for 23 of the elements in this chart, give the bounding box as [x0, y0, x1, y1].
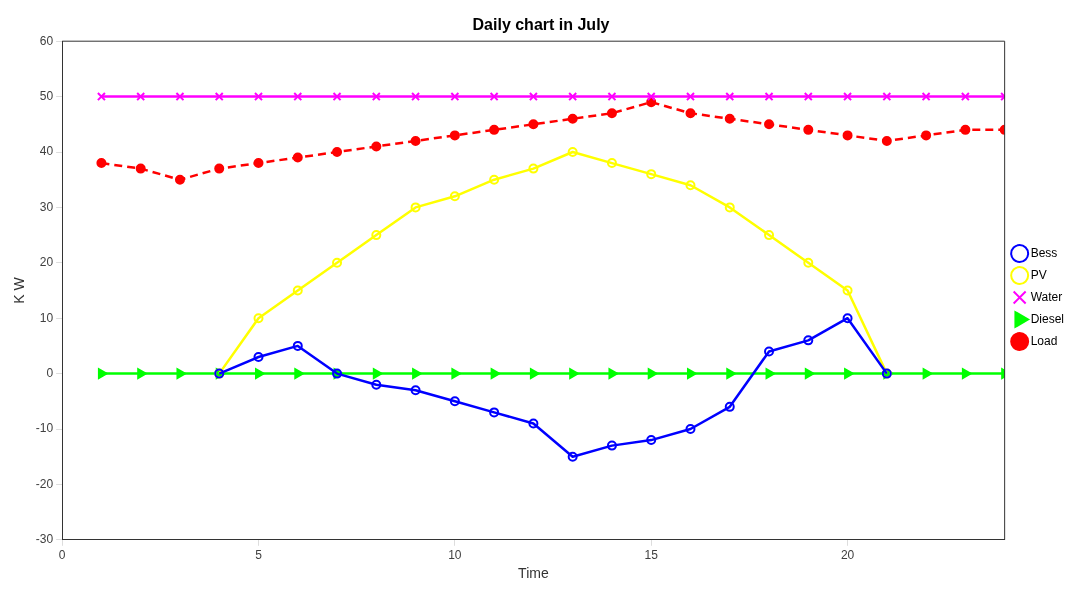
- y-tick-label: 40: [39, 144, 54, 159]
- y-tick-label: 0: [46, 365, 54, 380]
- legend-label: Load: [1030, 333, 1058, 348]
- legend-label: Diesel: [1030, 311, 1065, 326]
- y-tick-label: -30: [35, 532, 54, 547]
- chart-title: Daily chart in July: [472, 16, 610, 34]
- x-tick-label: 0: [58, 548, 66, 563]
- x-tick-label: 15: [644, 548, 659, 563]
- y-tick-label: -20: [35, 476, 54, 491]
- x-tick-label: 20: [840, 548, 855, 563]
- y-tick-label: 30: [39, 199, 54, 214]
- y-tick-label: 60: [39, 33, 54, 48]
- y-tick-label: 10: [39, 310, 54, 325]
- x-axis-title: Time: [518, 565, 549, 582]
- y-tick-label: -10: [35, 421, 54, 436]
- x-tick-label: 10: [448, 548, 462, 563]
- y-tick-label: 50: [39, 88, 54, 103]
- y-axis-title: K W: [11, 276, 28, 304]
- y-tick-label: 20: [39, 255, 54, 270]
- legend-label: Bess: [1030, 245, 1058, 260]
- x-tick-label: 5: [255, 548, 263, 563]
- legend-label: Water: [1030, 289, 1063, 304]
- legend-label: PV: [1030, 267, 1047, 282]
